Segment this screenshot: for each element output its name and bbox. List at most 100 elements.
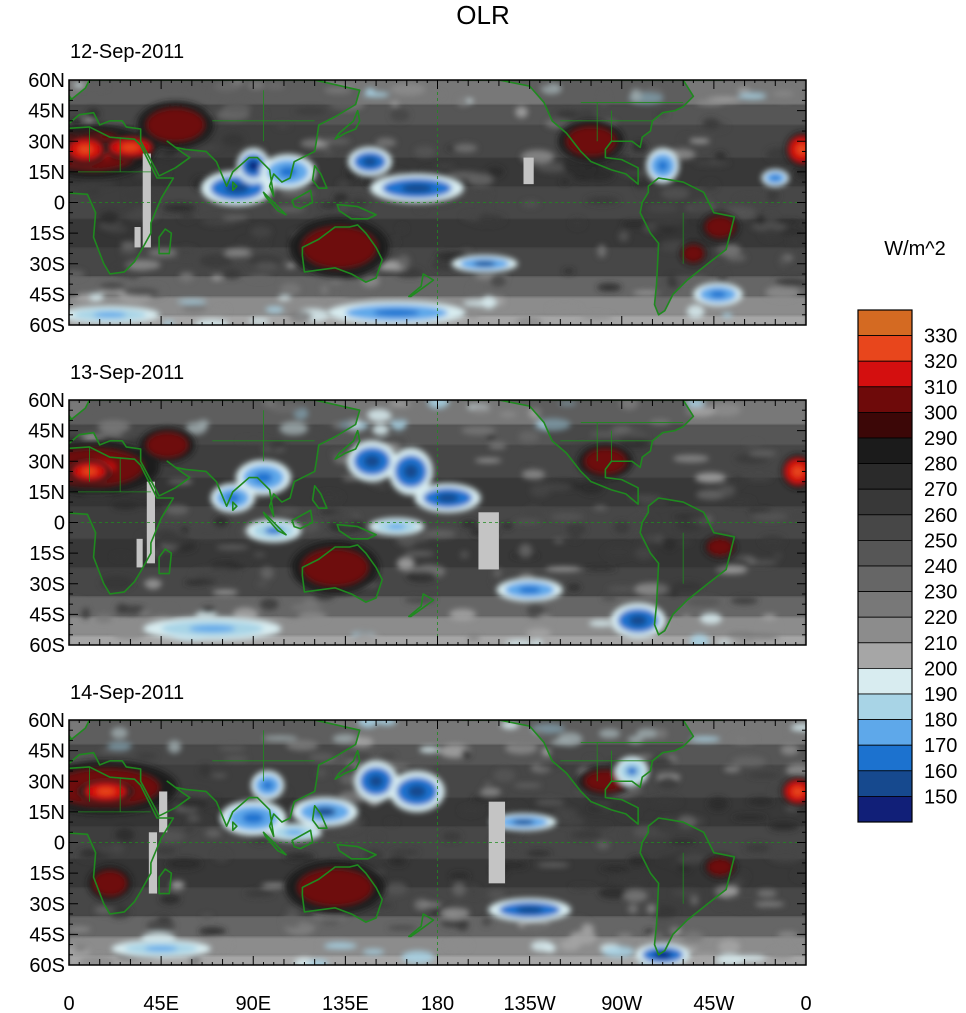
colorbar-label: 200 [924, 658, 957, 680]
texture-blob [564, 162, 586, 174]
feature-center [688, 249, 699, 258]
feature-center [714, 543, 726, 551]
texture-blob [545, 566, 582, 572]
coastline-northAmerica [461, 720, 695, 825]
missing-data-box [134, 227, 141, 248]
texture-blob [69, 269, 85, 279]
texture-blob [567, 583, 581, 592]
texture-blob [768, 821, 799, 831]
texture-blob [481, 917, 492, 926]
texture-blob [777, 931, 799, 939]
texture-blob [587, 806, 606, 811]
texture-blob [231, 80, 245, 86]
texture-blob [634, 795, 646, 809]
land-shade-europeAsia [69, 720, 360, 837]
features [69, 756, 806, 965]
texture-blob [307, 959, 329, 965]
texture-blob [536, 162, 569, 173]
texture-blob [730, 596, 759, 605]
texture-blob [518, 543, 533, 558]
colorbar-swatch [857, 719, 913, 746]
coastline-newZealand [408, 273, 435, 298]
texture-blob [569, 885, 596, 890]
texture-blob [580, 830, 600, 836]
y-tick-label: 30S [29, 574, 65, 596]
x-tick-label: 45E [143, 993, 179, 1013]
texture-blob [480, 788, 501, 797]
texture-blob [735, 871, 748, 882]
texture-blob [769, 949, 794, 959]
texture-blob [679, 540, 693, 545]
coastline-australia [301, 224, 384, 283]
texture-blob [501, 523, 513, 530]
texture-blob [459, 550, 469, 559]
texture-blob [543, 943, 557, 953]
texture-blob [84, 118, 94, 125]
texture-blob [570, 218, 585, 229]
texture-blob [488, 889, 506, 900]
texture-blob [453, 143, 478, 153]
texture-blob [128, 268, 139, 280]
texture-blob [442, 831, 462, 842]
texture-blob [790, 723, 806, 731]
texture-blob [735, 195, 763, 207]
texture-blob [163, 606, 176, 618]
texture-blob [97, 290, 129, 295]
texture-blob [279, 282, 301, 296]
y-tick-label: 45S [29, 284, 65, 306]
texture-blob [744, 843, 771, 853]
texture-blob [471, 796, 504, 802]
texture-blob [645, 832, 671, 838]
texture-blob [329, 511, 354, 524]
texture-blob [762, 614, 777, 620]
feature-center [264, 526, 283, 535]
texture-blob [488, 442, 507, 450]
feature-center [709, 290, 727, 299]
texture-blob [224, 756, 249, 762]
y-tick-label: 45N [28, 101, 65, 123]
texture-blob [135, 752, 157, 760]
texture-blob [406, 571, 438, 583]
texture-blob [213, 850, 230, 862]
texture-blob [94, 905, 116, 915]
texture-blob [632, 182, 650, 189]
texture-blob [223, 101, 251, 115]
colorbar-swatch [857, 642, 913, 669]
texture-blob [630, 88, 642, 103]
texture-blob [461, 426, 496, 435]
texture-blob [669, 839, 697, 845]
texture-blob [247, 254, 282, 266]
texture-blob [218, 745, 247, 752]
land-shade-europeAsia [69, 400, 360, 517]
texture-blob [643, 535, 659, 544]
texture-blob [556, 110, 579, 119]
colorbar-swatch [857, 540, 913, 567]
texture-blob [511, 742, 538, 748]
texture-blob [119, 247, 139, 256]
y-tick-label: 15S [29, 223, 65, 245]
texture-blob [253, 552, 266, 557]
texture-blob [726, 631, 755, 639]
texture-blob [262, 735, 298, 741]
texture-blob [637, 754, 653, 759]
texture-blob [222, 214, 249, 221]
feature-center [403, 464, 419, 479]
texture-blob [766, 147, 792, 162]
texture-blob [759, 535, 786, 548]
texture-blob [721, 312, 733, 318]
x-tick-label: 45W [693, 993, 734, 1013]
texture-blob [69, 926, 91, 933]
texture-blob [638, 188, 647, 195]
missing-data-box [523, 157, 534, 185]
texture-blob [694, 160, 730, 166]
texture-blob [660, 187, 690, 200]
texture-blob [795, 168, 806, 180]
feature-center [262, 780, 274, 790]
y-tick-label: 60N [28, 390, 65, 412]
feature-center [162, 117, 189, 133]
coastline-indonesia2 [291, 829, 314, 850]
texture-blob [493, 768, 516, 783]
feature-center [96, 787, 116, 796]
colorbar-label: 280 [924, 454, 957, 476]
